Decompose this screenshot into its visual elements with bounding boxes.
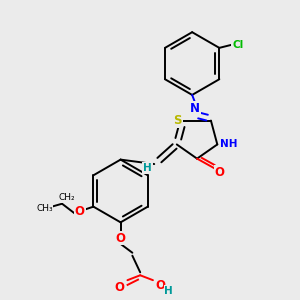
Text: H: H <box>143 163 152 173</box>
Text: N: N <box>190 102 200 115</box>
Text: O: O <box>75 205 85 218</box>
Text: O: O <box>214 166 225 179</box>
Text: O: O <box>115 280 124 293</box>
Text: NH: NH <box>220 140 238 149</box>
Text: CH₂: CH₂ <box>59 193 75 202</box>
Text: CH₃: CH₃ <box>36 204 53 213</box>
Text: Cl: Cl <box>232 40 244 50</box>
Text: O: O <box>156 279 166 292</box>
Text: S: S <box>173 114 182 127</box>
Text: H: H <box>164 286 173 296</box>
Text: O: O <box>116 232 126 244</box>
